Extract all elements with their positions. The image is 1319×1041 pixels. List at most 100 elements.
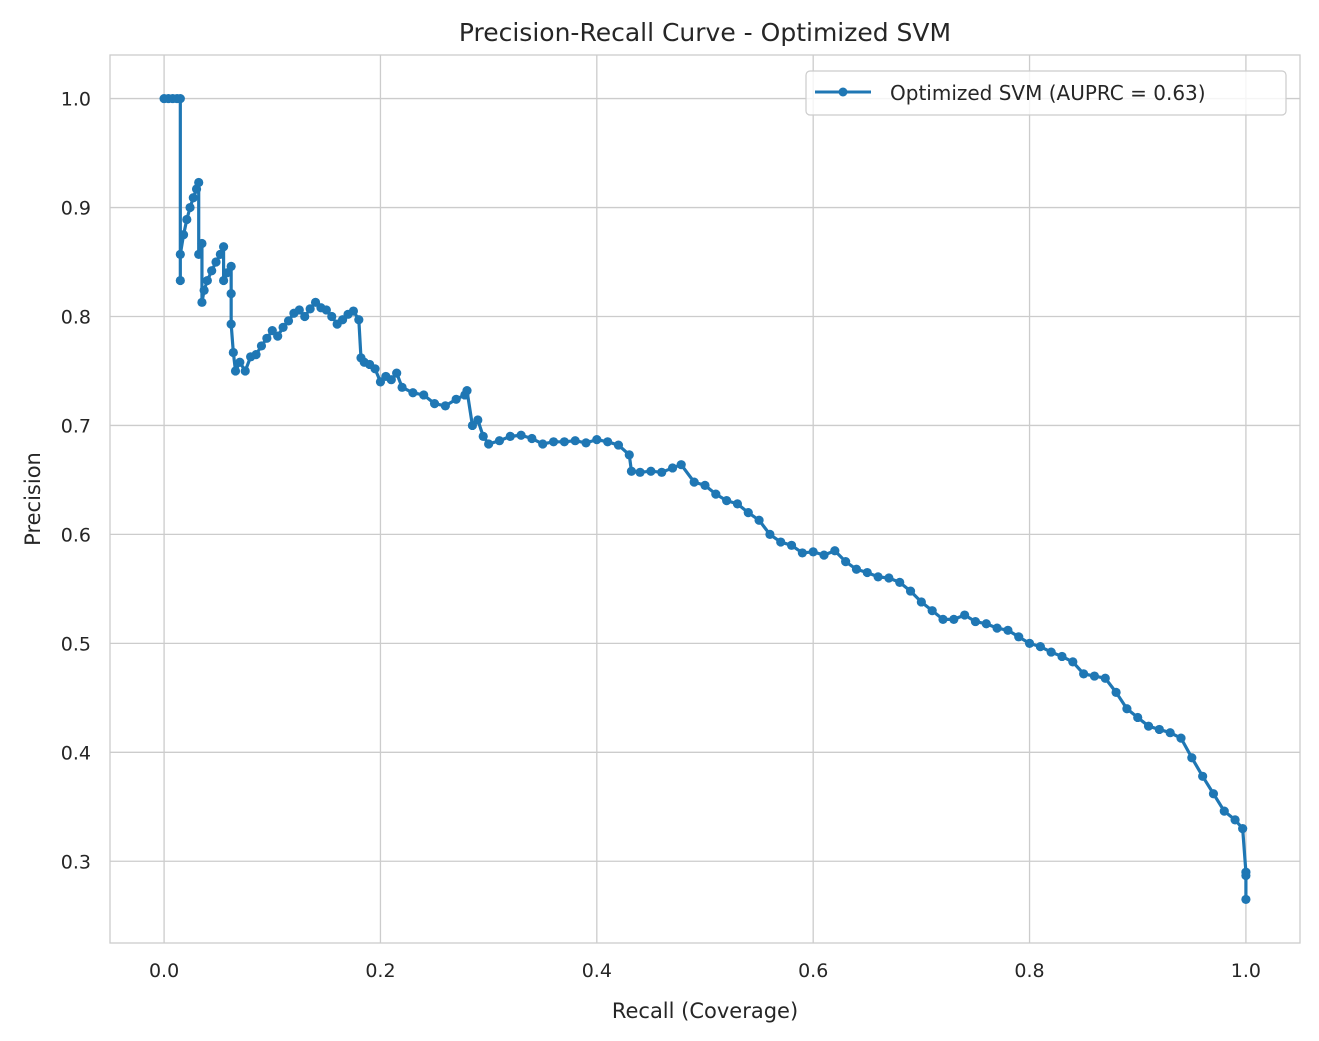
chart-title: Precision-Recall Curve - Optimized SVM — [459, 18, 951, 47]
data-point — [1238, 824, 1248, 834]
data-point — [808, 547, 818, 557]
y-tick-label: 0.9 — [61, 198, 91, 220]
data-point — [1111, 687, 1121, 698]
data-point — [613, 440, 624, 450]
data-point — [927, 606, 937, 616]
data-point — [199, 285, 209, 295]
data-point — [895, 577, 905, 587]
data-point — [970, 616, 981, 627]
data-point — [938, 614, 948, 625]
y-tick-label: 1.0 — [61, 89, 91, 111]
data-point — [711, 489, 721, 499]
data-point — [354, 315, 364, 325]
legend-label: Optimized SVM (AUPRC = 0.63) — [890, 81, 1206, 105]
data-point — [273, 331, 283, 341]
data-point — [1219, 806, 1229, 816]
data-point — [300, 311, 310, 322]
plot-frame — [109, 54, 1301, 944]
x-axis-label: Recall (Coverage) — [612, 999, 798, 1023]
data-point — [732, 499, 743, 509]
x-tick-label: 0.0 — [149, 960, 179, 982]
data-point — [218, 275, 229, 286]
legend: Optimized SVM (AUPRC = 0.63) — [805, 70, 1287, 116]
data-point — [327, 311, 337, 322]
data-point — [981, 619, 991, 629]
data-point — [283, 316, 294, 326]
data-point — [1241, 894, 1251, 905]
data-point — [700, 480, 710, 490]
legend-marker-swatch — [838, 87, 848, 97]
data-point — [776, 537, 786, 547]
data-point — [1100, 673, 1110, 683]
data-point — [1133, 712, 1143, 723]
data-point — [797, 548, 807, 558]
data-point — [429, 399, 440, 409]
data-point — [294, 305, 304, 315]
x-tick-label: 0.4 — [582, 960, 612, 982]
data-point — [1230, 815, 1240, 825]
data-point — [251, 350, 261, 360]
data-point — [197, 238, 207, 249]
data-point — [960, 610, 970, 620]
data-point — [1014, 632, 1024, 642]
data-point — [538, 439, 548, 449]
data-point — [207, 266, 217, 276]
data-point — [581, 438, 591, 448]
data-point — [197, 297, 207, 307]
data-point — [1122, 704, 1132, 714]
data-point — [905, 586, 916, 596]
data-point — [626, 466, 637, 476]
data-point — [202, 275, 212, 286]
y-axis-label: Precision — [21, 452, 45, 546]
data-point — [646, 466, 656, 476]
data-point — [419, 390, 429, 400]
data-point — [440, 401, 450, 411]
data-point — [1187, 753, 1197, 763]
data-point — [1176, 733, 1186, 743]
x-axis-ticks: 0.0 0.2 0.4 0.6 0.8 1.0 — [149, 960, 1261, 982]
data-point — [754, 515, 764, 525]
data-point — [211, 257, 221, 267]
data-point — [175, 249, 185, 259]
data-point — [1165, 728, 1175, 738]
data-point — [676, 460, 686, 470]
data-point — [182, 214, 192, 225]
y-tick-label: 0.6 — [61, 524, 91, 546]
data-point — [884, 573, 894, 583]
data-point — [278, 322, 288, 332]
data-point — [185, 202, 195, 213]
data-point — [559, 437, 569, 447]
data-point — [240, 366, 250, 376]
data-point — [527, 433, 537, 444]
data-point — [786, 540, 797, 550]
data-point — [603, 437, 613, 447]
data-point — [218, 242, 229, 252]
data-point — [235, 357, 245, 367]
data-point — [230, 366, 241, 376]
data-point — [473, 415, 483, 425]
data-point — [505, 431, 515, 441]
data-point — [392, 368, 402, 378]
data-point — [194, 177, 204, 188]
x-tick-label: 1.0 — [1231, 960, 1261, 982]
data-point — [175, 275, 185, 286]
data-point — [370, 364, 380, 374]
y-tick-label: 0.4 — [61, 742, 91, 764]
data-point — [1198, 771, 1208, 781]
data-point — [188, 193, 198, 203]
data-point — [1035, 642, 1045, 652]
y-tick-label: 0.3 — [61, 851, 91, 873]
y-tick-label: 0.7 — [61, 415, 91, 437]
data-point — [175, 93, 185, 104]
x-tick-label: 0.2 — [365, 960, 395, 982]
data-point — [256, 341, 267, 351]
data-point — [408, 388, 418, 398]
data-point — [765, 529, 775, 540]
data-point — [1046, 647, 1056, 657]
data-point — [949, 614, 959, 625]
data-point — [386, 375, 396, 385]
data-point — [494, 436, 505, 446]
data-point — [226, 319, 236, 329]
data-point — [862, 567, 872, 578]
